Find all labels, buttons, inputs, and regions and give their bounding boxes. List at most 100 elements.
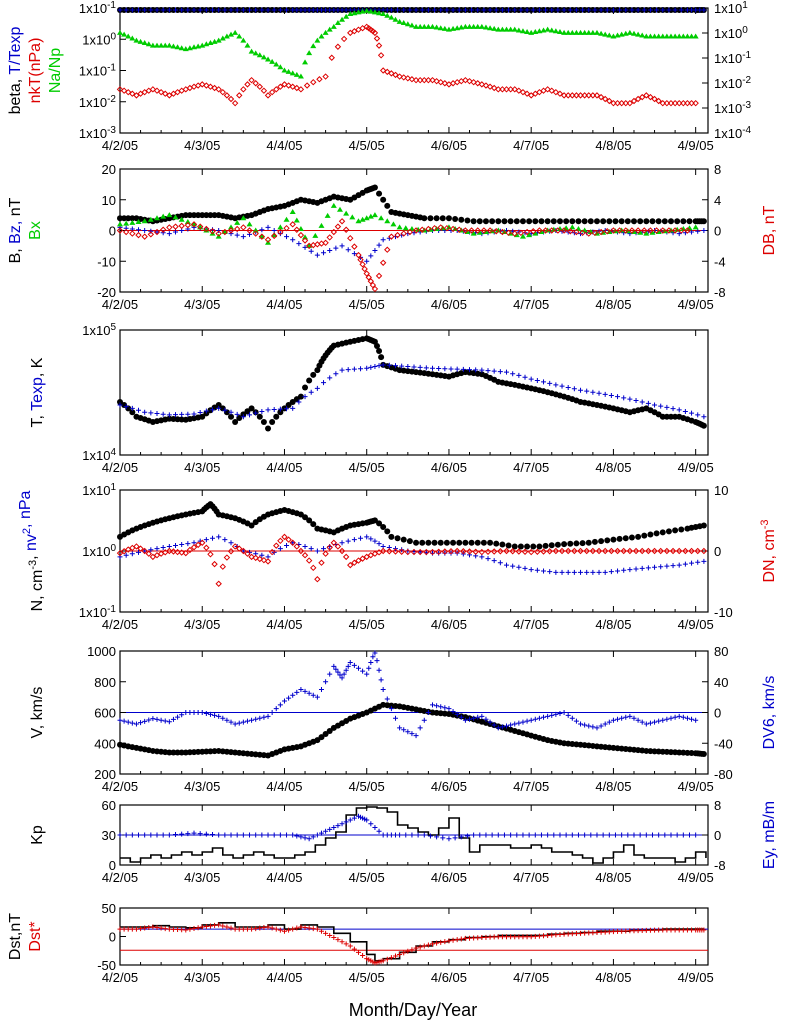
data-point (133, 37, 140, 43)
data-point (647, 33, 654, 39)
data-point (470, 23, 477, 29)
data-point (515, 87, 523, 94)
data-point (166, 224, 173, 231)
data-point (310, 43, 317, 49)
data-point (162, 926, 168, 932)
x-tick-label: 4/5/05 (349, 138, 385, 153)
data-point (565, 29, 572, 35)
data-point (678, 227, 685, 234)
data-point (493, 540, 500, 547)
y2-tick-label: -40 (714, 736, 733, 751)
y-axis-label: beta, T/Texp (7, 27, 24, 115)
data-point (534, 548, 541, 555)
data-point (136, 832, 142, 838)
data-point (170, 43, 177, 49)
data-point (421, 23, 428, 29)
data-point (532, 230, 539, 236)
data-point (277, 832, 283, 838)
data-point (470, 218, 477, 225)
data-point (203, 41, 210, 47)
data-point (425, 225, 432, 233)
data-point (376, 10, 383, 16)
x-tick-label: 4/2/05 (102, 138, 138, 153)
data-point (656, 718, 662, 724)
data-point (573, 29, 580, 35)
data-point (318, 686, 324, 692)
data-point (573, 718, 579, 724)
y-tick-label: 1x10-1 (79, 604, 117, 620)
data-point (521, 548, 529, 555)
data-point (384, 202, 391, 209)
x-tick-label: 4/7/05 (513, 870, 549, 885)
data-point (462, 227, 469, 234)
data-point (129, 90, 136, 97)
data-point (429, 76, 436, 84)
data-point (544, 86, 551, 93)
data-point (517, 543, 524, 550)
data-point (641, 7, 647, 13)
data-point (296, 241, 302, 247)
data-point (166, 231, 172, 237)
series-2 (116, 23, 699, 107)
data-point (129, 551, 135, 557)
data-point (569, 224, 576, 230)
data-point (676, 231, 682, 237)
data-point (547, 569, 553, 575)
x-tick-label: 4/5/05 (349, 297, 385, 312)
data-point (337, 672, 343, 678)
data-point (597, 93, 605, 101)
data-point (536, 543, 543, 550)
data-point (135, 231, 142, 239)
data-point (240, 547, 247, 555)
data-point (343, 13, 350, 19)
data-point (475, 714, 481, 720)
data-point (125, 33, 132, 39)
data-point (659, 99, 666, 107)
data-point (249, 926, 255, 932)
data-point (347, 660, 353, 666)
data-point (281, 928, 287, 934)
data-point (388, 706, 394, 712)
data-point (372, 825, 378, 830)
data-point (564, 547, 572, 555)
data-point (567, 7, 573, 13)
x-tick-label: 4/7/05 (513, 460, 549, 475)
data-point (216, 534, 222, 540)
y2-axis-label: DN, cm-3 (759, 519, 778, 582)
data-point (524, 7, 530, 13)
data-point (559, 383, 565, 389)
data-point (635, 533, 642, 540)
data-point (207, 711, 213, 717)
data-point (688, 99, 695, 107)
data-point (335, 937, 341, 943)
data-point (700, 522, 707, 529)
data-point (458, 216, 465, 223)
data-point (678, 7, 684, 13)
data-point (173, 832, 179, 838)
data-point (668, 715, 674, 721)
data-point (256, 413, 263, 420)
data-point (290, 237, 296, 243)
x-tick-label: 4/5/05 (349, 870, 385, 885)
data-point (436, 365, 442, 371)
data-point (501, 218, 508, 225)
data-point (351, 946, 357, 952)
data-point (528, 717, 534, 723)
x-tick-label: 4/9/05 (678, 460, 714, 475)
data-point (551, 832, 557, 838)
data-point (635, 31, 642, 37)
data-point (508, 722, 514, 728)
data-point (519, 28, 526, 34)
data-point (289, 221, 296, 228)
data-point (618, 99, 625, 107)
data-point (596, 569, 602, 575)
data-point (541, 714, 547, 720)
data-point (372, 650, 378, 656)
data-point (590, 569, 596, 575)
data-point (397, 725, 403, 731)
x-tick-label: 4/4/05 (266, 870, 302, 885)
data-point (343, 819, 349, 825)
data-point (368, 660, 374, 666)
y2-tick-label: -80 (714, 767, 733, 782)
data-point (219, 88, 227, 96)
